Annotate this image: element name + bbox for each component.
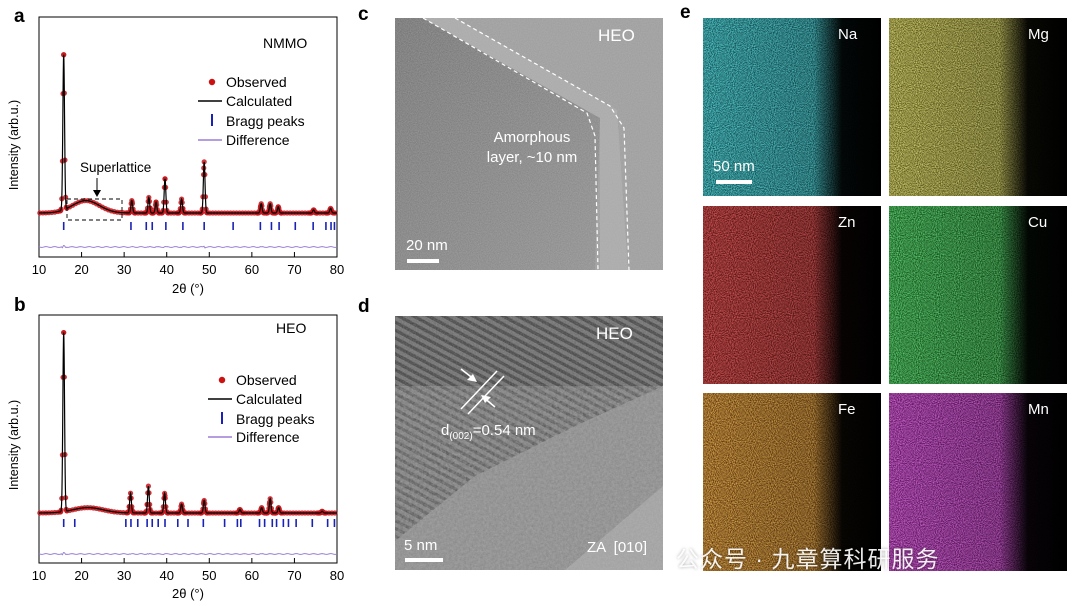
tem-image-c: HEO Amorphous layer, ~10 nm 20 nm bbox=[395, 18, 663, 270]
panel-c-letter: c bbox=[358, 4, 369, 25]
d-spacing-prefix: d bbox=[441, 422, 450, 439]
panel-b-letter: b bbox=[14, 295, 26, 316]
x-tick-label: 70 bbox=[287, 262, 301, 277]
superlattice-box bbox=[66, 198, 123, 221]
eds-map-mn: Mn bbox=[889, 393, 1067, 571]
x-tick-label: 80 bbox=[330, 568, 344, 583]
eds-label-mg: Mg bbox=[1028, 26, 1049, 43]
eds-scale-label: 50 nm bbox=[713, 158, 755, 175]
chart-b: Intensity (arb.u.) 10 20 30 40 50 60 70 80 HEO … bbox=[7, 314, 344, 601]
eds-label-na: Na bbox=[838, 26, 858, 43]
tem-d-scale-bar bbox=[405, 558, 443, 562]
chart-a-calculated-line bbox=[39, 54, 337, 214]
chart-b-calculated-line bbox=[39, 332, 337, 514]
chart-b-frame bbox=[38, 314, 338, 564]
legend-observed-label: Observed bbox=[226, 74, 287, 90]
d-spacing-value: =0.54 nm bbox=[472, 422, 536, 439]
eds-scale-bar bbox=[716, 180, 752, 184]
eds-label-cu: Cu bbox=[1028, 214, 1048, 231]
eds-map-cu: Cu bbox=[889, 206, 1067, 384]
x-tick-label: 80 bbox=[330, 262, 344, 277]
superlattice-arrowhead bbox=[93, 190, 101, 197]
x-tick-label: 20 bbox=[74, 262, 88, 277]
x-tick-label: 60 bbox=[245, 262, 259, 277]
tem-d-scale-label: 5 nm bbox=[404, 537, 438, 554]
tem-c-scale-label: 20 nm bbox=[406, 237, 448, 254]
chart-a-difference-line bbox=[38, 244, 338, 249]
legend-observed-label: Observed bbox=[236, 372, 297, 388]
chart-b-xlabel: 2θ (°) bbox=[172, 586, 204, 601]
zone-axis-label: ZA [010] bbox=[587, 539, 648, 556]
x-tick-label: 10 bbox=[32, 262, 46, 277]
chart-a-xticks: 10 20 30 40 50 60 70 80 bbox=[32, 252, 344, 277]
chart-b-legend: Observed Calculated Bragg peaks Differen… bbox=[208, 372, 315, 445]
chart-a-ylabel: Intensity (arb.u.) bbox=[7, 100, 21, 190]
x-tick-label: 20 bbox=[74, 568, 88, 583]
chart-a-annotation: Superlattice bbox=[80, 160, 151, 175]
eds-map-na: Na bbox=[703, 18, 881, 196]
eds-map-zn: Zn bbox=[703, 206, 881, 384]
eds-map-mg: Mg bbox=[889, 18, 1067, 196]
chart-a-legend: Observed Calculated Bragg peaks Differen… bbox=[198, 74, 305, 148]
d-spacing-label: d(002)=0.54 nm bbox=[441, 422, 536, 442]
panel-e-letter: e bbox=[680, 2, 691, 23]
legend-calculated-label: Calculated bbox=[226, 93, 292, 109]
chart-a: Intensity (arb.u.) 10 20 30 40 50 60 70 80 Supe… bbox=[7, 16, 344, 296]
amorphous-label-line2: layer, ~10 nm bbox=[486, 149, 578, 166]
legend-difference-label: Difference bbox=[236, 429, 300, 445]
amorphous-layer-label: Amorphous layer, ~10 nm bbox=[477, 128, 587, 168]
x-tick-label: 30 bbox=[117, 262, 131, 277]
chart-a-bragg-ticks bbox=[62, 222, 336, 230]
chart-a-xlabel: 2θ (°) bbox=[172, 281, 204, 296]
x-tick-label: 70 bbox=[287, 568, 301, 583]
legend-bragg-label: Bragg peaks bbox=[236, 411, 315, 427]
tem-c-scale-bar bbox=[407, 259, 439, 263]
x-tick-label: 40 bbox=[159, 568, 173, 583]
chart-a-frame bbox=[38, 16, 338, 258]
x-tick-label: 40 bbox=[159, 262, 173, 277]
eds-label-fe: Fe bbox=[838, 401, 856, 418]
watermark-text: 公众号 · 九章算科研服务 bbox=[676, 546, 940, 572]
panel-a-letter: a bbox=[14, 6, 25, 27]
d-spacing-subscript: (002) bbox=[449, 431, 473, 442]
chart-b-difference-line bbox=[38, 551, 338, 556]
amorphous-label-line1: Amorphous bbox=[493, 129, 571, 146]
chart-b-bragg-ticks bbox=[62, 519, 336, 527]
x-tick-label: 50 bbox=[202, 262, 216, 277]
eds-map-fe: Fe bbox=[703, 393, 881, 571]
chart-a-observed-points bbox=[37, 52, 338, 216]
chart-a-sample: NMMO bbox=[263, 35, 307, 51]
chart-b-sample: HEO bbox=[276, 320, 306, 336]
panel-d-letter: d bbox=[358, 296, 370, 317]
legend-observed-marker bbox=[218, 376, 226, 384]
legend-observed-marker bbox=[208, 78, 216, 86]
x-tick-label: 60 bbox=[245, 568, 259, 583]
tem-image-d: HEO d(002)=0.54 nm 5 nm ZA [010] bbox=[395, 316, 663, 570]
legend-calculated-label: Calculated bbox=[236, 391, 302, 407]
x-tick-label: 10 bbox=[32, 568, 46, 583]
legend-difference-label: Difference bbox=[226, 132, 290, 148]
legend-bragg-label: Bragg peaks bbox=[226, 113, 305, 129]
eds-label-zn: Zn bbox=[838, 214, 856, 231]
tem-c-sample-label: HEO bbox=[598, 26, 635, 45]
x-tick-label: 30 bbox=[117, 568, 131, 583]
tem-d-sample-label: HEO bbox=[596, 324, 633, 343]
chart-b-ylabel: Intensity (arb.u.) bbox=[7, 400, 21, 490]
chart-b-xticks: 10 20 30 40 50 60 70 80 bbox=[32, 558, 344, 583]
x-tick-label: 50 bbox=[202, 568, 216, 583]
eds-label-mn: Mn bbox=[1028, 401, 1049, 418]
